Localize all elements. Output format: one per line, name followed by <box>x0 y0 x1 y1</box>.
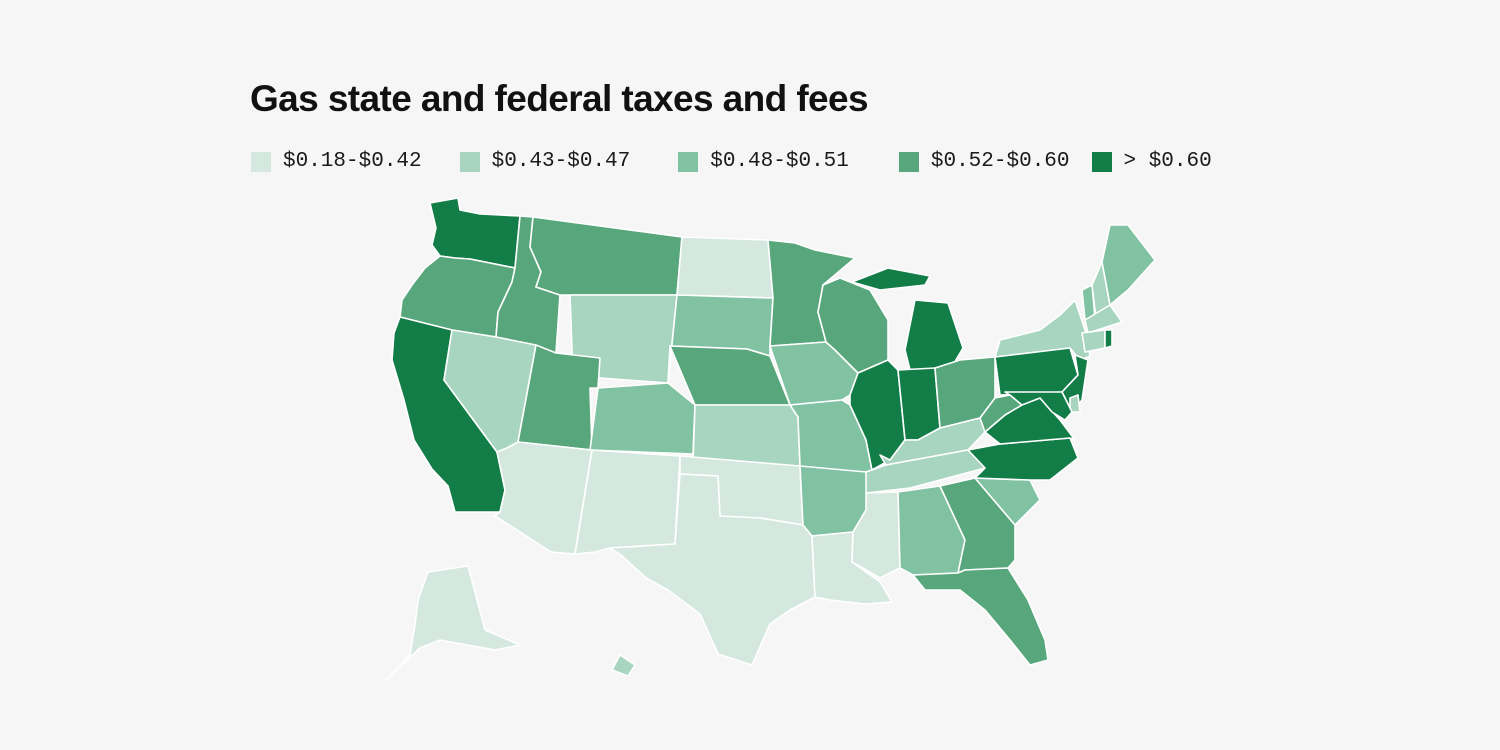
legend-item-2: $0.43-$0.47 <box>459 150 631 173</box>
state-mt <box>529 216 683 296</box>
state-il <box>849 359 906 471</box>
state-mi <box>904 299 964 371</box>
legend-label-3: $0.48-$0.51 <box>710 150 849 173</box>
state-ct <box>1081 329 1106 353</box>
legend-label-5: > $0.60 <box>1123 150 1212 173</box>
legend-item-5: > $0.60 <box>1091 150 1212 173</box>
state-nd <box>676 236 774 299</box>
state-fl <box>912 567 1049 666</box>
legend-label-1: $0.18-$0.42 <box>283 150 422 173</box>
state-co <box>589 382 696 455</box>
legend-swatch-2 <box>459 151 480 172</box>
state-mi-upper <box>851 267 931 291</box>
state-in <box>897 367 941 441</box>
state-ri <box>1104 329 1113 349</box>
state-ne <box>669 345 791 406</box>
state-ma <box>1084 304 1123 334</box>
state-ny <box>994 299 1091 361</box>
legend-swatch-5 <box>1091 151 1112 172</box>
state-nc <box>967 437 1079 481</box>
legend-swatch-4 <box>898 151 919 172</box>
state-tx <box>609 473 816 666</box>
state-me <box>1101 224 1156 306</box>
legend-label-2: $0.43-$0.47 <box>491 150 631 173</box>
legend-label-4: $0.52-$0.60 <box>930 150 1070 173</box>
legend-item-3: $0.48-$0.51 <box>678 150 849 173</box>
legend: $0.18-$0.42 $0.43-$0.47 $0.48-$0.51 $0.5… <box>251 150 1212 173</box>
legend-item-1: $0.18-$0.42 <box>251 150 422 173</box>
legend-swatch-1 <box>251 151 271 172</box>
state-ks <box>692 404 801 467</box>
state-md <box>1004 391 1073 421</box>
legend-item-4: $0.52-$0.60 <box>898 150 1070 173</box>
map-title: Gas state and federal taxes and fees <box>250 78 869 119</box>
state-ak <box>385 565 521 681</box>
legend-swatch-3 <box>678 151 699 172</box>
state-hi <box>611 654 636 677</box>
state-nm <box>574 449 681 555</box>
